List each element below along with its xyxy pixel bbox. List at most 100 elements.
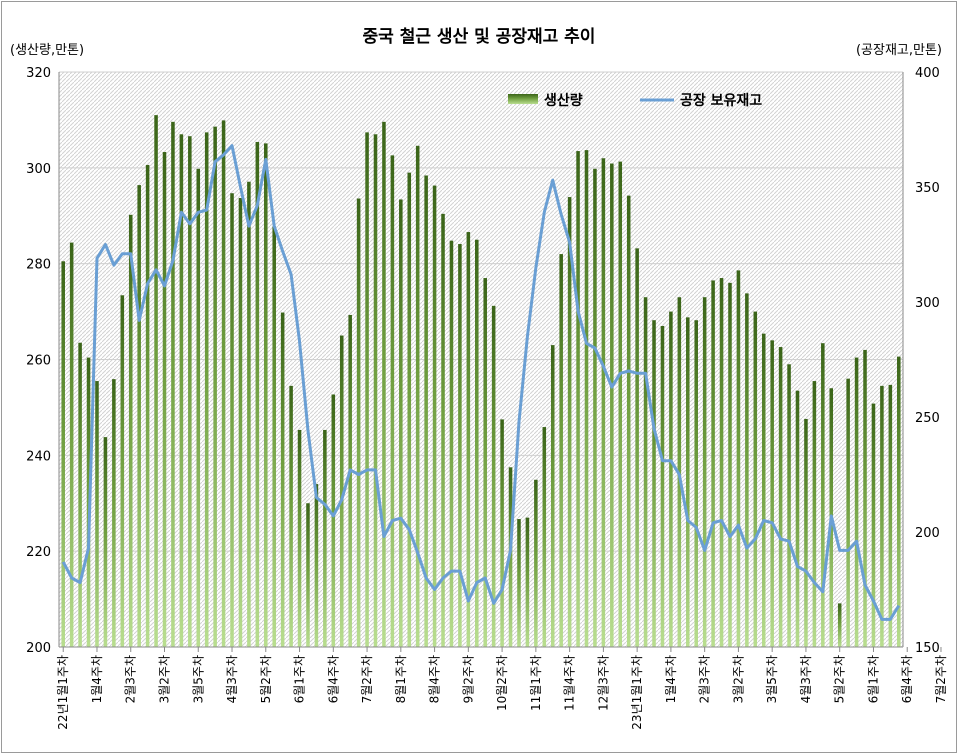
production-bar — [601, 158, 606, 647]
production-bar — [306, 503, 310, 647]
production-bar — [365, 132, 369, 647]
production-bar — [517, 519, 521, 647]
x-tick-label: 1월4주차 — [90, 655, 104, 703]
right-tick-label: 150 — [915, 641, 940, 656]
production-bar — [550, 345, 555, 647]
chart-title: 중국 철근 생산 및 공장재고 추이 — [363, 27, 596, 47]
production-bar — [652, 320, 656, 647]
production-bar — [584, 150, 589, 647]
x-tick-label: 4월3주차 — [225, 655, 239, 703]
x-tick-label: 6월4주차 — [900, 655, 914, 703]
x-tick-label: 1월4주차 — [664, 655, 678, 703]
right-tick-label: 300 — [915, 296, 940, 311]
x-tick-label: 9월2주차 — [461, 655, 475, 703]
production-bar — [441, 213, 445, 648]
x-tick-label: 22년1월1주차 — [56, 655, 70, 730]
right-tick-label: 350 — [915, 181, 940, 196]
production-bar — [204, 132, 209, 647]
production-bar — [162, 152, 167, 648]
production-bar — [264, 143, 268, 648]
production-bar — [415, 145, 420, 647]
production-bar — [188, 136, 192, 648]
production-bar — [702, 297, 707, 647]
production-bar — [171, 121, 175, 648]
production-bar — [576, 151, 580, 647]
production-bar — [897, 356, 901, 647]
production-bar — [449, 240, 454, 647]
production-bar — [221, 120, 226, 648]
production-bar — [745, 293, 749, 647]
production-bar — [432, 185, 437, 647]
x-tick-label: 2월3주차 — [698, 655, 712, 703]
production-bar — [618, 161, 623, 647]
x-tick-label: 7월2주차 — [934, 655, 948, 703]
right-tick-label: 400 — [915, 66, 940, 81]
production-bar — [289, 385, 293, 647]
left-axis-label: (생산량,만톤) — [10, 43, 84, 58]
right-tick-label: 250 — [915, 411, 940, 426]
production-bar — [483, 278, 487, 647]
production-bar — [871, 403, 876, 647]
production-bar — [213, 126, 217, 647]
x-tick-label: 8월1주차 — [394, 655, 408, 703]
production-bar — [770, 340, 774, 647]
production-bar — [660, 325, 665, 647]
production-bar — [491, 305, 496, 647]
production-bar — [247, 181, 251, 647]
axes: 200 220 240 260 280 300 320 150 200 250 300 350 400 2… — [26, 66, 948, 730]
production-bar — [255, 141, 260, 648]
x-tick-label: 11월1주차 — [529, 655, 543, 711]
production-bar — [880, 385, 884, 647]
production-bar — [128, 214, 133, 647]
x-tick-label: 3월2주차 — [158, 655, 172, 703]
x-tick-label: 7월2주차 — [360, 655, 374, 703]
production-bar — [736, 270, 741, 647]
production-bar — [854, 357, 859, 647]
production-bar — [610, 163, 614, 648]
production-bar — [339, 335, 344, 647]
production-bar — [120, 295, 125, 647]
production-bar — [78, 342, 82, 647]
production-bar — [314, 484, 319, 647]
x-tick-label: 3월2주차 — [731, 655, 745, 703]
production-bar — [348, 314, 352, 647]
production-bar — [323, 429, 327, 647]
production-bar — [559, 254, 563, 648]
production-bar — [534, 479, 538, 647]
left-tick-label: 200 — [26, 641, 51, 656]
x-tick-label: 6월4주차 — [326, 655, 340, 703]
production-bar — [888, 384, 893, 647]
production-bar — [103, 437, 108, 647]
production-bar — [356, 198, 361, 647]
production-bar — [821, 343, 825, 647]
x-tick-label: 4월3주차 — [799, 655, 813, 703]
x-tick-label: 23년1월1주차 — [630, 655, 644, 730]
x-tick-label: 5월2주차 — [259, 655, 273, 703]
production-bar — [280, 312, 285, 647]
production-bar — [686, 317, 690, 647]
production-bar — [567, 197, 572, 647]
production-bar — [643, 297, 648, 647]
production-bar — [500, 419, 504, 647]
production-bar — [154, 115, 158, 647]
x-tick-label: 2월3주차 — [124, 655, 138, 703]
production-bar — [112, 379, 116, 647]
production-bar — [424, 175, 428, 647]
production-bar — [69, 242, 74, 648]
production-bar — [61, 261, 65, 647]
legend-swatch-bar — [508, 94, 538, 104]
x-tick-label: 8월4주차 — [428, 655, 442, 703]
x-tick-label: 10월2주차 — [495, 655, 509, 711]
production-bar — [297, 429, 302, 647]
production-bar — [812, 381, 817, 647]
production-bar — [407, 172, 412, 647]
x-tick-label: 6월1주차 — [867, 655, 881, 703]
production-bar — [863, 349, 867, 647]
production-bar — [837, 603, 842, 647]
production-bar — [179, 134, 184, 647]
production-bar — [728, 282, 732, 647]
left-tick-label: 320 — [26, 66, 51, 81]
production-bar — [753, 311, 758, 647]
left-tick-label: 300 — [26, 162, 51, 177]
right-tick-label: 200 — [915, 526, 940, 541]
